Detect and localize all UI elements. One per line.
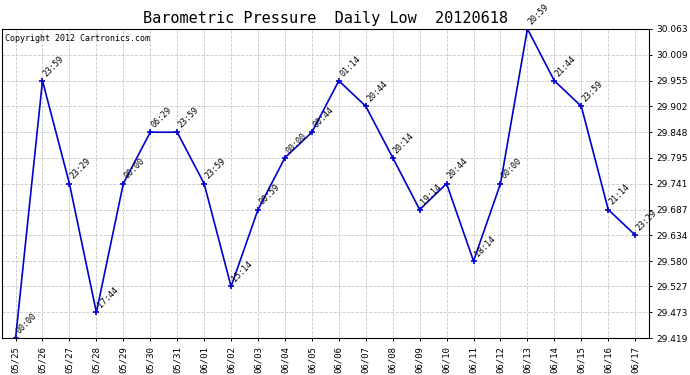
Text: 15:14: 15:14 [230,260,255,284]
Text: 00:59: 00:59 [257,183,282,207]
Text: 23:29: 23:29 [68,157,92,181]
Text: 21:14: 21:14 [607,183,631,207]
Text: 20:14: 20:14 [392,131,416,155]
Text: 20:59: 20:59 [526,2,551,26]
Text: 17:44: 17:44 [96,286,119,310]
Text: 00:44: 00:44 [311,105,335,129]
Text: 00:00: 00:00 [123,157,146,181]
Text: 23:59: 23:59 [580,80,604,104]
Text: 00:00: 00:00 [14,312,39,336]
Text: 18:14: 18:14 [473,234,497,258]
Text: 20:44: 20:44 [365,80,389,104]
Text: 01:14: 01:14 [338,54,362,78]
Text: 00:00: 00:00 [500,157,524,181]
Text: 00:00: 00:00 [284,131,308,155]
Text: 23:59: 23:59 [204,157,228,181]
Title: Barometric Pressure  Daily Low  20120618: Barometric Pressure Daily Low 20120618 [143,11,508,26]
Text: 06:29: 06:29 [150,105,173,129]
Text: 19:14: 19:14 [419,183,443,207]
Text: 21:44: 21:44 [553,54,578,78]
Text: 23:59: 23:59 [41,54,66,78]
Text: 23:29: 23:29 [634,208,658,232]
Text: 20:44: 20:44 [446,157,470,181]
Text: 23:59: 23:59 [177,105,201,129]
Text: Copyright 2012 Cartronics.com: Copyright 2012 Cartronics.com [6,33,150,42]
